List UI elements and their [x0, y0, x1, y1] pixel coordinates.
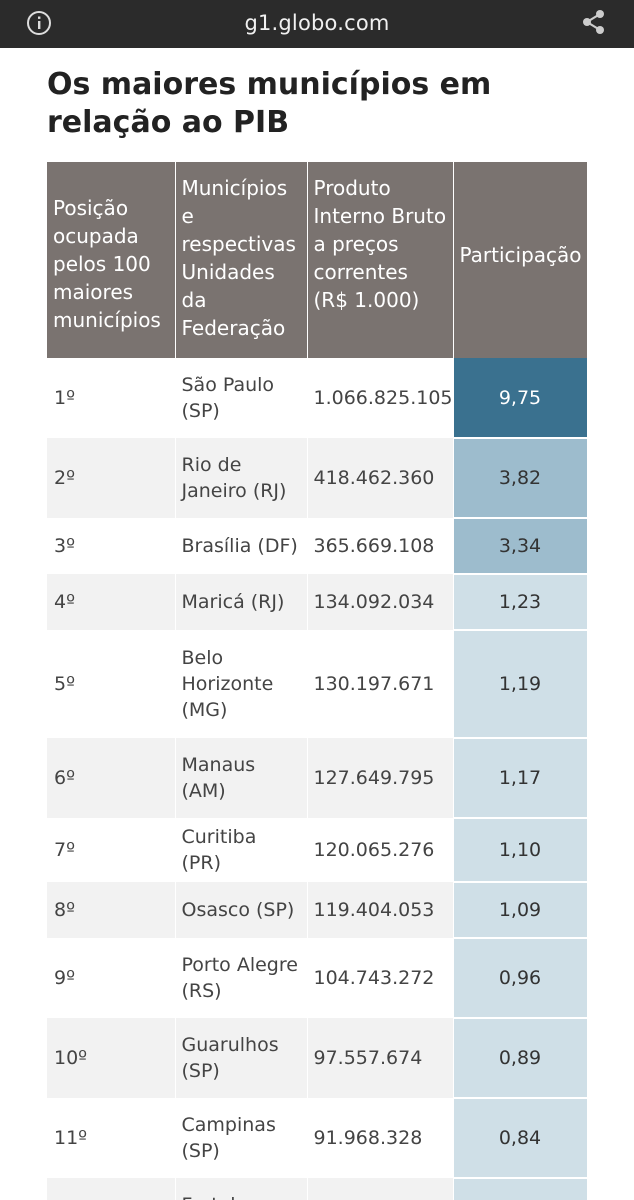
- table-row: 4º Maricá (RJ) 134.092.034 1,23: [47, 574, 588, 631]
- table-row: 7º Curitiba (PR) 120.065.276 1,10: [47, 818, 588, 883]
- header-share: Participação (%) 2023: [453, 162, 588, 358]
- cell-share: 0,89: [453, 1018, 588, 1099]
- cell-gdp: 127.649.795: [307, 738, 454, 818]
- cell-share: 1,19: [453, 630, 588, 739]
- cell-municipality: Curitiba (PR): [175, 818, 308, 882]
- cell-share: 9,75: [453, 358, 588, 439]
- table-row: 6º Manaus (AM) 127.649.795 1,17: [47, 738, 588, 819]
- cell-municipality: Fortaleza (CE): [175, 1178, 308, 1200]
- cell-rank: 4º: [47, 574, 176, 630]
- cell-municipality: Guarulhos (SP): [175, 1018, 308, 1098]
- cell-rank: 10º: [47, 1018, 176, 1098]
- cell-municipality: Campinas (SP): [175, 1098, 308, 1178]
- cell-share: 1,09: [453, 882, 588, 939]
- table-row: 5º Belo Horizonte (MG) 130.197.671 1,19: [47, 630, 588, 739]
- cell-municipality: Maricá (RJ): [175, 574, 308, 630]
- cell-gdp: 365.669.108: [307, 518, 454, 574]
- cell-rank: 6º: [47, 738, 176, 818]
- cell-gdp: 97.557.674: [307, 1018, 454, 1098]
- cell-municipality: Belo Horizonte (MG): [175, 630, 308, 738]
- cell-rank: 2º: [47, 438, 176, 518]
- cell-municipality: Rio de Janeiro (RJ): [175, 438, 308, 518]
- table-row: 8º Osasco (SP) 119.404.053 1,09: [47, 882, 588, 939]
- table-row: 3º Brasília (DF) 365.669.108 3,34: [47, 518, 588, 575]
- cell-rank: 8º: [47, 882, 176, 938]
- table-row: 1º São Paulo (SP) 1.066.825.105 9,75: [47, 358, 588, 439]
- cell-municipality: Brasília (DF): [175, 518, 308, 574]
- header-position: Posição ocupada pelos 100 maiores municí…: [47, 162, 176, 358]
- cell-gdp: 134.092.034: [307, 574, 454, 630]
- cell-share: 3,34: [453, 518, 588, 575]
- cell-share: 0,96: [453, 938, 588, 1019]
- cell-gdp: 130.197.671: [307, 630, 454, 738]
- cell-gdp: 418.462.360: [307, 438, 454, 518]
- share-icon[interactable]: [580, 8, 608, 36]
- article-title: Os maiores municípios em relação ao PIB: [47, 67, 492, 140]
- cell-rank: 11º: [47, 1098, 176, 1178]
- cell-rank: 3º: [47, 518, 176, 574]
- cell-gdp: 120.065.276: [307, 818, 454, 882]
- cell-rank: 7º: [47, 818, 176, 882]
- table-row: 2º Rio de Janeiro (RJ) 418.462.360 3,82: [47, 438, 588, 519]
- info-icon[interactable]: [26, 10, 52, 36]
- cell-municipality: São Paulo (SP): [175, 358, 308, 438]
- cell-municipality: Manaus (AM): [175, 738, 308, 818]
- table-row: 10º Guarulhos (SP) 97.557.674 0,89: [47, 1018, 588, 1099]
- cell-rank: 5º: [47, 630, 176, 738]
- cell-gdp: 119.404.053: [307, 882, 454, 938]
- cell-municipality: Osasco (SP): [175, 882, 308, 938]
- cell-rank: 12º: [47, 1178, 176, 1200]
- cell-rank: 9º: [47, 938, 176, 1018]
- table-row: 11º Campinas (SP) 91.968.328 0,84: [47, 1098, 588, 1179]
- cell-municipality: Porto Alegre (RS): [175, 938, 308, 1018]
- header-gdp: Produto Interno Bruto a preços correntes…: [307, 162, 454, 358]
- table-row: 12ºFortaleza (CE): [47, 1178, 588, 1200]
- table-row: 9º Porto Alegre (RS) 104.743.272 0,96: [47, 938, 588, 1019]
- cell-share: 0,84: [453, 1098, 588, 1179]
- cell-gdp: 1.066.825.105: [307, 358, 454, 438]
- cell-gdp: 91.968.328: [307, 1098, 454, 1178]
- cell-share: [453, 1178, 588, 1200]
- cell-gdp: [307, 1178, 454, 1200]
- cell-gdp: 104.743.272: [307, 938, 454, 1018]
- cell-share: 1,17: [453, 738, 588, 819]
- cell-rank: 1º: [47, 358, 176, 438]
- site-domain[interactable]: g1.globo.com: [244, 11, 390, 35]
- cell-share: 1,23: [453, 574, 588, 631]
- cell-share: 3,82: [453, 438, 588, 519]
- header-municipality: Municípios e respectivas Unidades da Fed…: [175, 162, 308, 358]
- table-header-row: Posição ocupada pelos 100 maiores municí…: [47, 162, 588, 358]
- cell-share: 1,10: [453, 818, 588, 883]
- gdp-table-container[interactable]: Posição ocupada pelos 100 maiores municí…: [47, 162, 634, 1200]
- browser-top-bar: g1.globo.com: [0, 0, 634, 48]
- gdp-table: Posição ocupada pelos 100 maiores municí…: [47, 162, 588, 1200]
